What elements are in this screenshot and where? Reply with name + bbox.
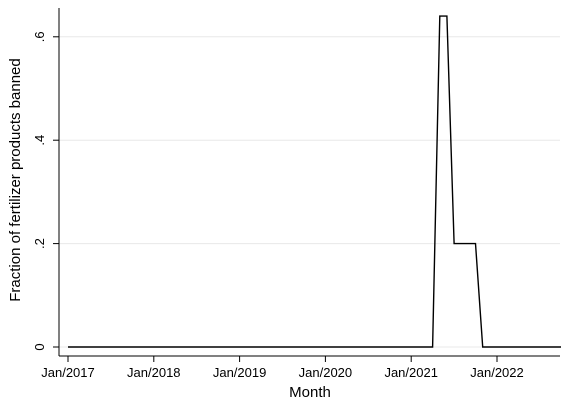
y-tick-label: .4 bbox=[32, 135, 47, 146]
x-tick-label: Jan/2018 bbox=[127, 365, 181, 380]
x-tick-label: Jan/2020 bbox=[299, 365, 353, 380]
y-tick-label: .2 bbox=[32, 238, 47, 249]
x-axis-ticks: Jan/2017 Jan/2018 Jan/2019 Jan/2020 Jan/2021… bbox=[41, 356, 524, 380]
x-tick-label: Jan/2017 bbox=[41, 365, 95, 380]
gridlines bbox=[59, 36, 560, 348]
x-tick-label: Jan/2022 bbox=[470, 365, 524, 380]
y-axis-title: Fraction of fertilizer products banned bbox=[7, 58, 24, 301]
series-line bbox=[68, 15, 561, 348]
y-tick-label: .6 bbox=[32, 31, 47, 42]
x-tick-label: Jan/2021 bbox=[384, 365, 438, 380]
y-tick-label: 0 bbox=[32, 343, 47, 350]
x-axis-title: Month bbox=[289, 384, 331, 401]
x-tick-label: Jan/2019 bbox=[213, 365, 267, 380]
series-group bbox=[68, 15, 561, 348]
y-axis-ticks: 0 .2 .4 .6 bbox=[32, 31, 59, 351]
